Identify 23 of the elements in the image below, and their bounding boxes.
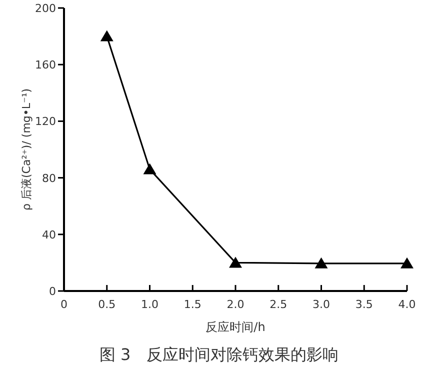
point [143, 163, 156, 174]
point [229, 256, 242, 268]
point [100, 30, 114, 42]
x-tick-label: 1.0 [141, 298, 158, 311]
x-tick-label: 2.0 [226, 298, 244, 311]
text: 图 3 反应时间对除钙效果的影响 [99, 345, 339, 364]
y-tick-label: 160 [35, 58, 56, 72]
x-tick-label: 2.5 [270, 298, 288, 311]
x-tick-label: 0.5 [98, 298, 116, 311]
x-tick-label: 0 [60, 298, 68, 311]
x-tick-label: 3.5 [355, 298, 373, 311]
y-tick-label: 200 [35, 2, 56, 15]
y-tick-label: 80 [42, 172, 56, 185]
y-tick-label: 120 [35, 115, 56, 128]
point [314, 257, 328, 268]
x-axis-title: 反应时间/h [206, 320, 266, 334]
x-tick-label: 4.0 [398, 298, 416, 311]
point [400, 257, 414, 268]
y-tick-label: 0 [49, 285, 56, 298]
y-axis-title: ρ 后液(Ca²⁺)/ (mg•L⁻¹) [20, 88, 33, 211]
x-tick-label: 1.5 [184, 298, 202, 311]
y-tick-label: 40 [42, 228, 56, 242]
x-tick-label: 3.0 [312, 298, 330, 311]
